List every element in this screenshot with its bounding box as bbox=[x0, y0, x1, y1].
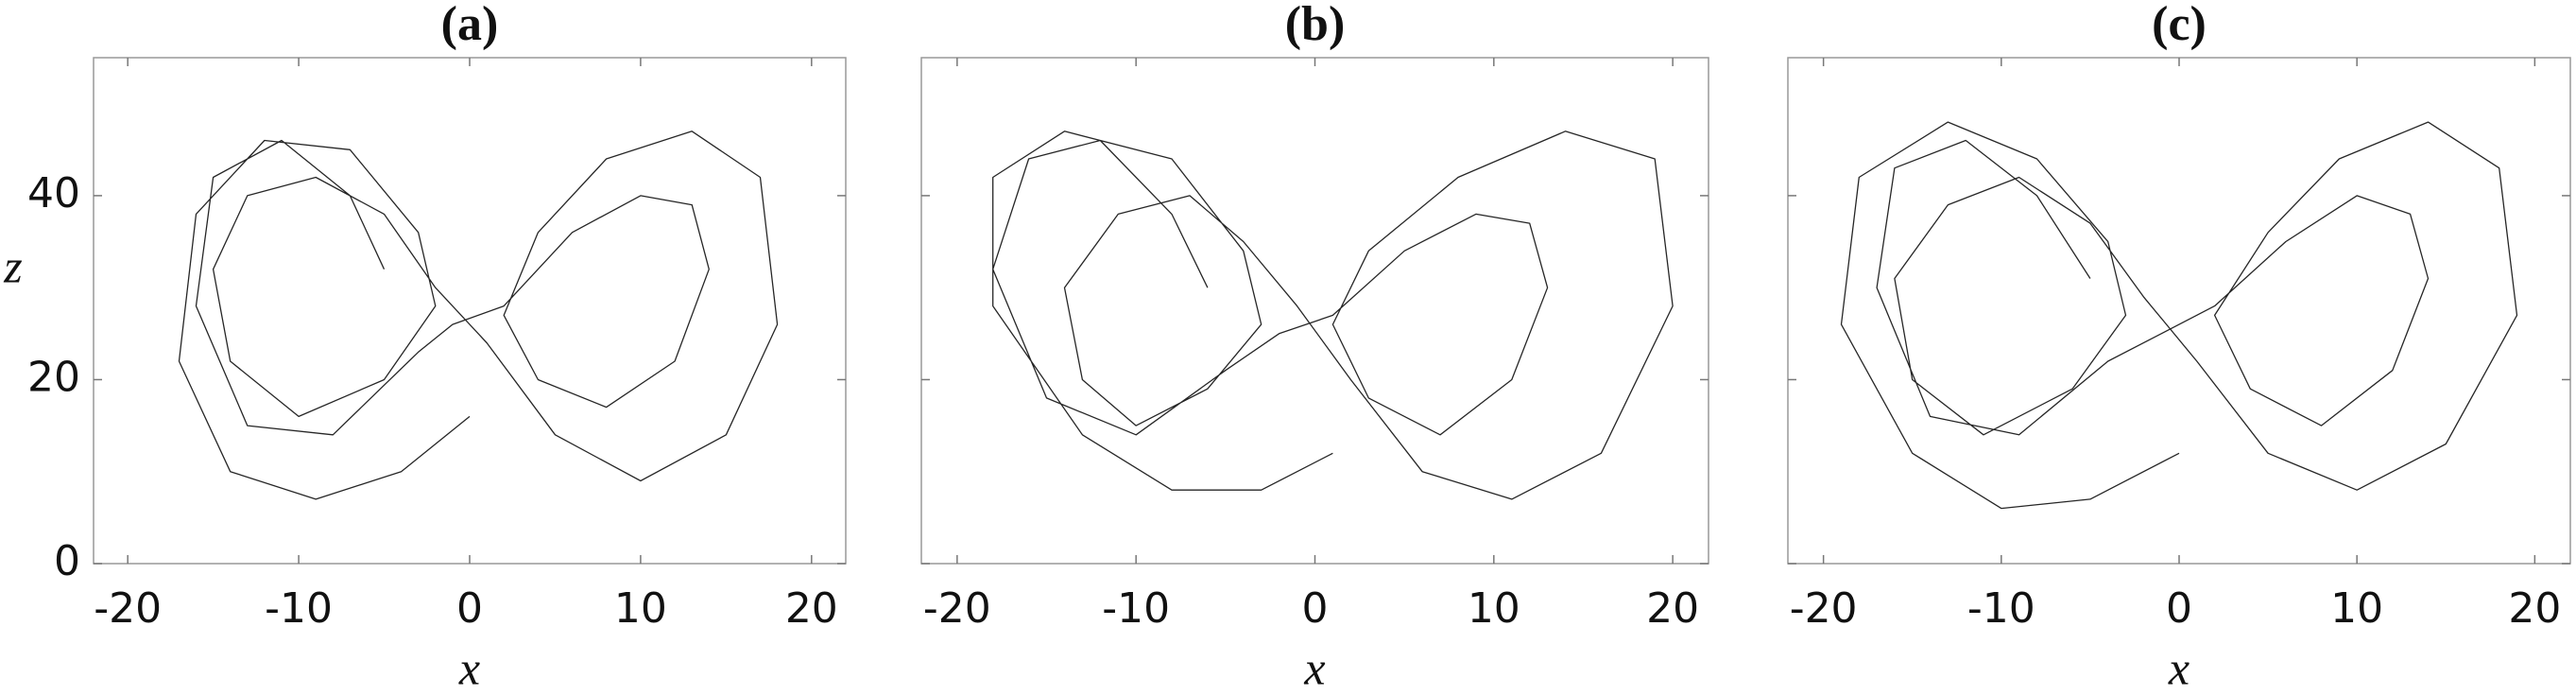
x-axis-label: x bbox=[2168, 641, 2190, 694]
x-tick-label: 20 bbox=[785, 584, 838, 633]
x-tick-label: 0 bbox=[2166, 584, 2192, 633]
y-tick-label: 0 bbox=[54, 537, 80, 585]
x-tick-label: -10 bbox=[1102, 584, 1170, 633]
panel-title: (a) bbox=[441, 0, 499, 51]
y-axis-label: z bbox=[3, 239, 22, 292]
axes-box bbox=[920, 57, 1709, 565]
panel-title: (c) bbox=[2152, 0, 2207, 51]
x-tick-label: -20 bbox=[1790, 584, 1858, 633]
x-axis-label: x bbox=[1303, 641, 1325, 694]
panel-title: (b) bbox=[1285, 0, 1346, 51]
x-tick-label: 10 bbox=[1468, 584, 1520, 633]
y-tick-label: 40 bbox=[27, 169, 80, 218]
trajectory bbox=[178, 130, 779, 500]
x-tick-label: -10 bbox=[265, 584, 333, 633]
x-tick-label: 0 bbox=[456, 584, 483, 633]
trajectory bbox=[992, 130, 1674, 500]
x-tick-label: 20 bbox=[2508, 584, 2561, 633]
axes-box bbox=[1787, 57, 2571, 565]
axes-box bbox=[93, 57, 847, 565]
y-tick-label: 20 bbox=[27, 353, 80, 401]
x-tick-label: -10 bbox=[1967, 584, 2035, 633]
x-tick-label: 10 bbox=[614, 584, 667, 633]
x-axis-label: x bbox=[458, 641, 480, 694]
x-tick-label: 20 bbox=[1646, 584, 1699, 633]
trajectory bbox=[1840, 121, 2518, 510]
x-tick-label: -20 bbox=[94, 584, 162, 633]
x-tick-label: -20 bbox=[923, 584, 991, 633]
x-tick-label: 10 bbox=[2330, 584, 2383, 633]
x-tick-label: 0 bbox=[1302, 584, 1329, 633]
